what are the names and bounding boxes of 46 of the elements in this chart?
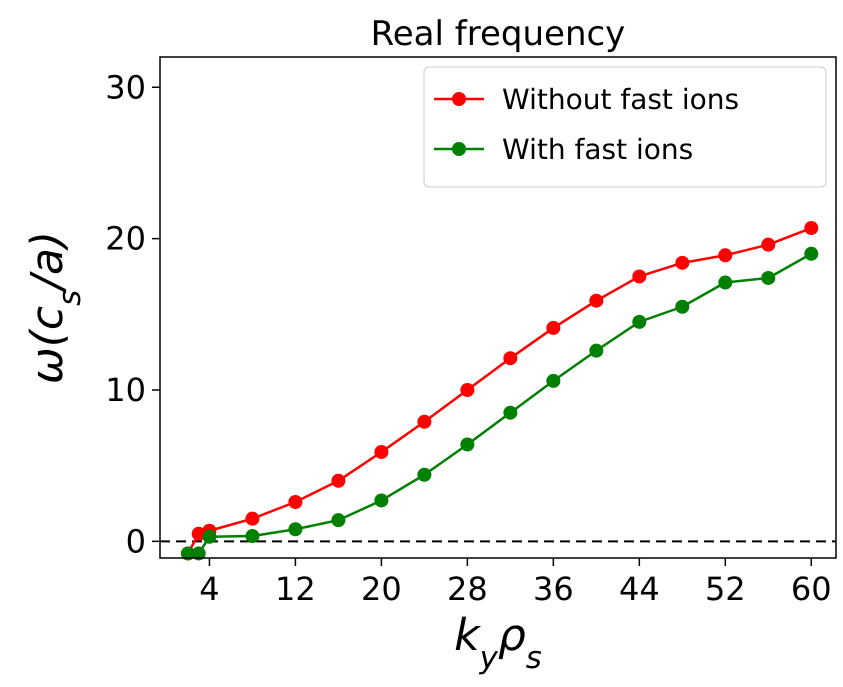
chart-title: Real frequency bbox=[370, 14, 626, 54]
y-tick-label: 0 bbox=[126, 522, 146, 560]
point bbox=[288, 494, 302, 509]
x-tick-label: 44 bbox=[618, 570, 660, 608]
point bbox=[245, 529, 260, 544]
point bbox=[374, 445, 388, 460]
point bbox=[804, 246, 818, 261]
point bbox=[503, 351, 518, 366]
point bbox=[288, 522, 302, 536]
point bbox=[460, 382, 474, 397]
point bbox=[718, 248, 732, 262]
x-tick-label: 52 bbox=[704, 570, 746, 608]
point bbox=[589, 294, 604, 308]
y-tick-label: 20 bbox=[105, 220, 146, 258]
y-tick-label: 30 bbox=[105, 68, 146, 106]
x-tick-label: 60 bbox=[790, 570, 832, 608]
point bbox=[374, 493, 388, 508]
point bbox=[761, 270, 776, 285]
point bbox=[417, 468, 432, 482]
point bbox=[460, 437, 474, 452]
point bbox=[675, 256, 690, 270]
point bbox=[632, 314, 646, 329]
y-tick-label: 10 bbox=[105, 370, 146, 409]
point bbox=[761, 238, 776, 252]
point bbox=[417, 414, 432, 429]
x-tick-label: 12 bbox=[275, 570, 316, 608]
point bbox=[245, 512, 260, 526]
point bbox=[632, 269, 646, 284]
point bbox=[718, 276, 732, 290]
point bbox=[589, 344, 604, 358]
point bbox=[202, 530, 216, 544]
x-tick-label: 20 bbox=[361, 570, 402, 608]
point bbox=[546, 374, 560, 388]
point bbox=[331, 474, 346, 488]
point bbox=[192, 546, 206, 560]
legend-label: With fast ions bbox=[502, 133, 694, 166]
x-tick-label: 36 bbox=[532, 570, 574, 608]
legend-label: Without fast ions bbox=[502, 83, 740, 116]
point bbox=[503, 406, 518, 420]
point bbox=[804, 221, 818, 236]
point bbox=[331, 513, 346, 528]
x-tick-label: 4 bbox=[199, 570, 220, 608]
point bbox=[675, 300, 690, 314]
point bbox=[546, 320, 560, 335]
x-tick-label: 28 bbox=[447, 570, 488, 608]
x-axis-title: k$_{y}$ρ$_{s}$ bbox=[454, 610, 542, 676]
